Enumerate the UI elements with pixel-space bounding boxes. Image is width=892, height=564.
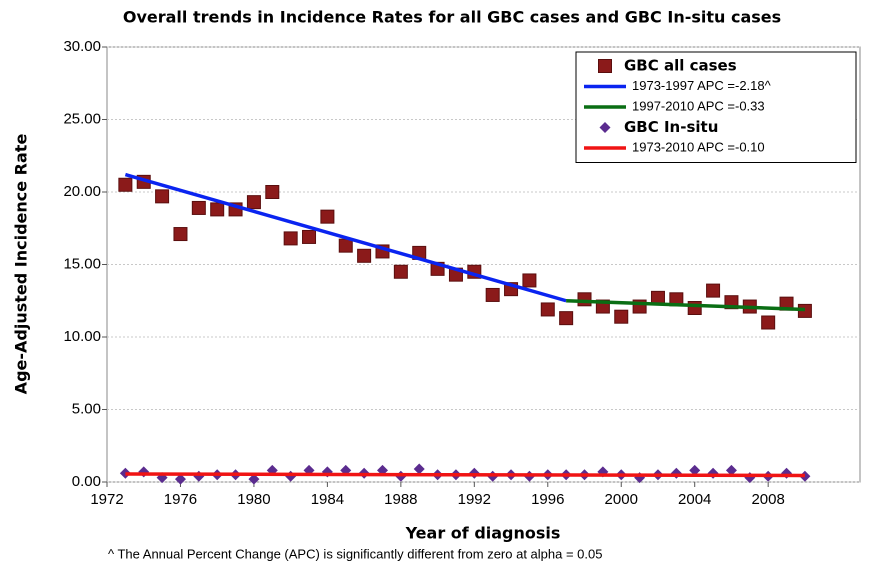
marker-square xyxy=(614,309,629,324)
y-axis-label: Age-Adjusted Incidence Rate xyxy=(12,134,31,395)
y-tick-label: 20.00 xyxy=(63,183,101,200)
x-tick-label: 1988 xyxy=(384,491,417,508)
y-tick-label: 0.00 xyxy=(72,473,101,490)
x-axis-label: Year of diagnosis xyxy=(405,524,561,543)
marker-diamond xyxy=(799,470,811,482)
marker-diamond xyxy=(413,463,425,475)
marker-square xyxy=(761,315,776,330)
trend-line xyxy=(566,299,805,312)
marker-square xyxy=(320,209,335,224)
marker-square xyxy=(559,311,574,326)
marker-square xyxy=(265,185,280,199)
marker-diamond xyxy=(119,467,131,479)
marker-square xyxy=(687,301,702,315)
legend-label: GBC all cases xyxy=(624,57,737,75)
marker-square xyxy=(706,283,721,298)
x-tick-label: 1976 xyxy=(164,491,197,508)
y-tick-label: 5.00 xyxy=(72,400,101,417)
marker-diamond xyxy=(248,473,260,485)
y-tick-label: 30.00 xyxy=(63,38,101,55)
marker-square xyxy=(246,195,261,210)
marker-square xyxy=(540,302,555,317)
y-tick-label: 10.00 xyxy=(63,328,101,345)
marker-square xyxy=(485,287,500,302)
marker-square xyxy=(577,292,592,307)
marker-square xyxy=(191,200,206,215)
trend-line xyxy=(125,472,805,478)
y-tick-label: 25.00 xyxy=(63,110,101,127)
marker-diamond xyxy=(689,464,701,476)
marker-square xyxy=(210,202,225,217)
marker-square xyxy=(357,248,372,263)
x-tick-label: 1996 xyxy=(531,491,564,508)
footnote: ^ The Annual Percent Change (APC) is sig… xyxy=(108,546,602,561)
marker-square xyxy=(393,264,408,279)
marker-square xyxy=(118,177,133,192)
x-tick-label: 1984 xyxy=(311,491,344,508)
marker-square xyxy=(522,273,537,288)
chart-title: Overall trends in Incidence Rates for al… xyxy=(123,8,781,27)
legend-label: 1997-2010 APC =-0.33 xyxy=(632,98,765,113)
marker-square xyxy=(598,59,612,73)
x-tick-label: 1980 xyxy=(237,491,270,508)
legend-label: 1973-2010 APC =-0.10 xyxy=(632,139,765,154)
x-tick-label: 2004 xyxy=(678,491,711,508)
x-tick-label: 2008 xyxy=(751,491,784,508)
x-tick-label: 1972 xyxy=(90,491,123,508)
marker-square xyxy=(173,227,188,242)
trend-line xyxy=(124,172,567,303)
marker-diamond xyxy=(599,122,611,133)
legend-label: 1973-1997 APC =-2.18^ xyxy=(632,78,772,93)
marker-square xyxy=(302,229,317,244)
marker-diamond xyxy=(725,464,737,476)
x-tick-label: 2000 xyxy=(605,491,638,508)
x-tick-label: 1992 xyxy=(458,491,491,508)
marker-square xyxy=(155,189,170,204)
y-tick-label: 15.00 xyxy=(63,255,101,272)
marker-diamond xyxy=(174,473,186,485)
marker-square xyxy=(283,231,298,246)
legend-label: GBC In-situ xyxy=(624,118,718,136)
marker-square xyxy=(338,238,353,253)
